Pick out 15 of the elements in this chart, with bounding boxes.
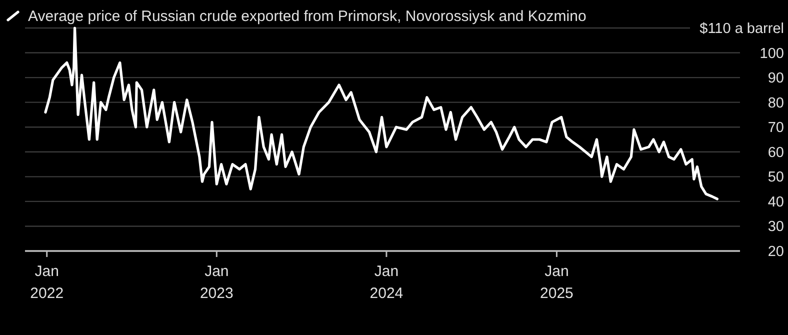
y-tick-label: 20 — [768, 244, 784, 260]
x-tick-label: Jan 2024 — [370, 263, 404, 302]
y-tick-label: 80 — [768, 95, 784, 112]
y-tick-label: 70 — [768, 120, 784, 136]
y-tick-label: $110 a barrel — [700, 21, 784, 37]
y-tick-label: 30 — [768, 219, 784, 236]
x-tick-label: Jan 2022 — [30, 263, 64, 302]
y-tick-label: 90 — [768, 70, 784, 87]
y-tick-label: 40 — [768, 194, 784, 210]
x-tick-label: Jan 2023 — [200, 263, 234, 302]
y-tick-label: 50 — [768, 170, 784, 186]
legend-label: Average price of Russian crude exported from Primorsk, Novorossiysk and Kozmino — [28, 8, 586, 25]
y-tick-label: 60 — [768, 144, 784, 161]
x-tick-label: Jan 2025 — [540, 263, 574, 302]
y-tick-label: 100 — [760, 46, 784, 62]
